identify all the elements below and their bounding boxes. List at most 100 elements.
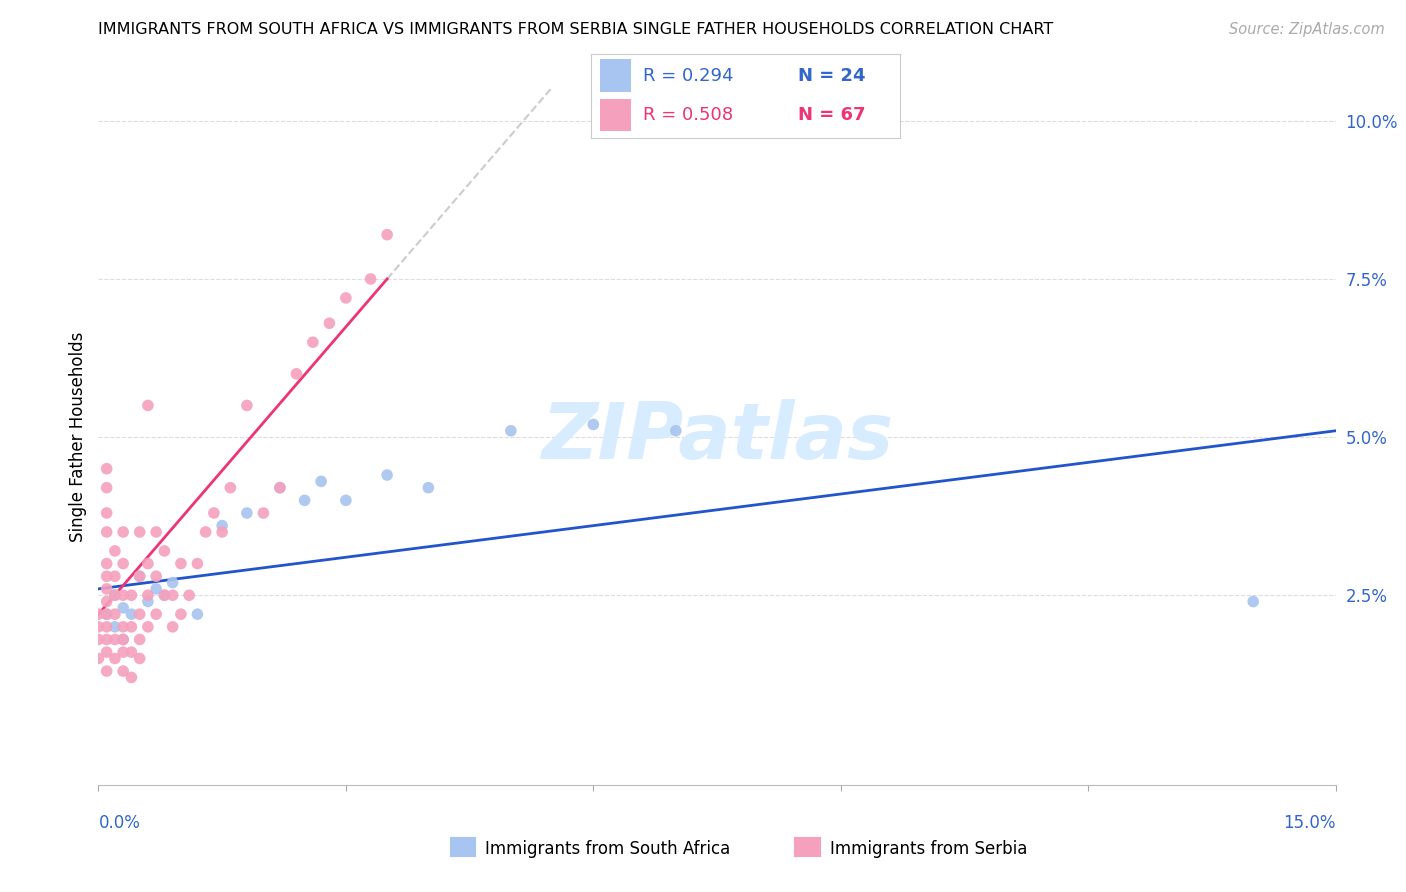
Text: R = 0.294: R = 0.294	[643, 68, 734, 86]
Point	[162, 575, 184, 590]
Point	[104, 588, 127, 602]
Point	[418, 481, 440, 495]
Point	[375, 227, 398, 242]
Point	[96, 607, 118, 622]
Point	[104, 588, 127, 602]
Point	[96, 524, 118, 539]
Point	[179, 588, 201, 602]
Point	[302, 335, 325, 350]
Point	[582, 417, 605, 432]
Point	[145, 607, 167, 622]
Point	[202, 506, 225, 520]
Text: N = 67: N = 67	[797, 106, 865, 124]
Point	[96, 461, 118, 475]
Point	[128, 569, 150, 583]
Point	[128, 569, 150, 583]
Point	[153, 588, 176, 602]
Point	[96, 645, 118, 659]
Point	[170, 557, 193, 571]
Point	[104, 651, 127, 665]
Point	[96, 594, 118, 608]
Point	[96, 506, 118, 520]
Point	[104, 632, 127, 647]
Point	[194, 524, 217, 539]
Text: N = 24: N = 24	[797, 68, 865, 86]
Point	[96, 607, 118, 622]
Point	[219, 481, 242, 495]
Point	[96, 481, 118, 495]
Point	[269, 481, 291, 495]
Text: R = 0.508: R = 0.508	[643, 106, 734, 124]
Point	[136, 620, 159, 634]
Point	[112, 524, 135, 539]
Text: ZIPatlas: ZIPatlas	[541, 399, 893, 475]
Point	[96, 664, 118, 678]
Point	[269, 481, 291, 495]
Point	[236, 506, 259, 520]
Point	[112, 632, 135, 647]
Point	[96, 569, 118, 583]
Point	[104, 569, 127, 583]
Point	[162, 588, 184, 602]
Text: Source: ZipAtlas.com: Source: ZipAtlas.com	[1229, 22, 1385, 37]
Point	[112, 557, 135, 571]
Point	[499, 424, 522, 438]
Point	[128, 524, 150, 539]
Point	[145, 524, 167, 539]
Point	[294, 493, 316, 508]
Point	[128, 607, 150, 622]
Point	[120, 620, 142, 634]
Text: 15.0%: 15.0%	[1284, 814, 1336, 831]
Point	[112, 600, 135, 615]
Bar	[600, 99, 631, 131]
Point	[104, 544, 127, 558]
Point	[186, 557, 208, 571]
Point	[335, 493, 357, 508]
Point	[136, 588, 159, 602]
Point	[96, 620, 118, 634]
Point	[211, 524, 233, 539]
Text: Immigrants from South Africa: Immigrants from South Africa	[485, 840, 730, 858]
Point	[112, 664, 135, 678]
Point	[136, 399, 159, 413]
Point	[104, 607, 127, 622]
Point	[120, 670, 142, 684]
Point	[96, 582, 118, 596]
Point	[309, 475, 332, 489]
Point	[136, 557, 159, 571]
Point	[120, 607, 142, 622]
Point	[360, 272, 382, 286]
Text: Immigrants from Serbia: Immigrants from Serbia	[830, 840, 1026, 858]
Point	[211, 518, 233, 533]
Point	[96, 632, 118, 647]
Point	[145, 582, 167, 596]
Point	[1241, 594, 1264, 608]
Point	[112, 632, 135, 647]
Point	[128, 651, 150, 665]
Point	[162, 620, 184, 634]
Point	[120, 588, 142, 602]
Point	[170, 607, 193, 622]
Point	[375, 468, 398, 483]
Point	[112, 620, 135, 634]
Point	[335, 291, 357, 305]
Text: 0.0%: 0.0%	[98, 814, 141, 831]
Point	[318, 316, 340, 330]
Point	[145, 569, 167, 583]
Point	[128, 632, 150, 647]
Point	[87, 651, 110, 665]
Point	[186, 607, 208, 622]
Bar	[600, 60, 631, 92]
Point	[153, 588, 176, 602]
Point	[136, 594, 159, 608]
Point	[285, 367, 308, 381]
Point	[252, 506, 274, 520]
Y-axis label: Single Father Households: Single Father Households	[69, 332, 87, 542]
Point	[96, 557, 118, 571]
Point	[104, 620, 127, 634]
Point	[112, 645, 135, 659]
Point	[87, 620, 110, 634]
Point	[120, 645, 142, 659]
Point	[236, 399, 259, 413]
Point	[112, 588, 135, 602]
